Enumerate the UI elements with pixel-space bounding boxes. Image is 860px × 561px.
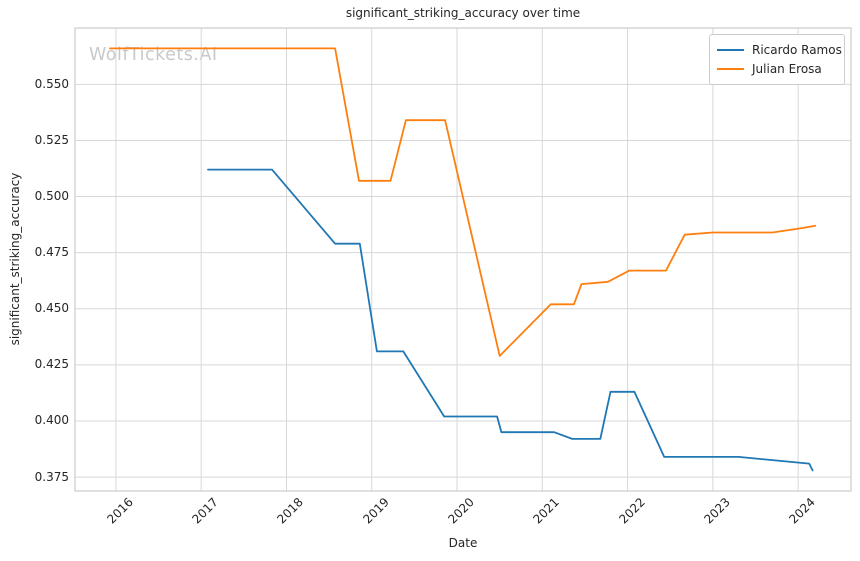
legend: Ricardo Ramos Julian Erosa [709, 34, 845, 85]
y-tick-label: 0.500 [34, 189, 69, 204]
y-axis-label: significant_striking_accuracy [8, 172, 22, 346]
legend-label: Julian Erosa [752, 61, 822, 76]
plot-border [74, 27, 852, 492]
legend-item-ricardo-ramos: Ricardo Ramos [710, 40, 844, 59]
y-tick-label: 0.550 [34, 76, 69, 91]
legend-label: Ricardo Ramos [752, 42, 842, 57]
y-tick-label: 0.425 [34, 357, 69, 372]
y-tick-label: 0.450 [34, 301, 69, 316]
y-tick-label: 0.375 [34, 469, 69, 484]
legend-line-swatch-orange [717, 67, 744, 70]
series-line-ricardo-ramos [207, 168, 814, 472]
y-tick-label: 0.475 [34, 245, 69, 260]
x-axis-label: Date [448, 536, 478, 550]
watermark: WolfTickets.AI [89, 45, 218, 65]
series-line-julian-erosa [109, 47, 817, 357]
chart-title: significant_striking_accuracy over time [345, 6, 581, 20]
legend-line-swatch-blue [717, 48, 744, 51]
legend-item-julian-erosa: Julian Erosa [710, 59, 844, 78]
y-tick-label: 0.525 [34, 132, 69, 147]
y-tick-label: 0.400 [34, 413, 69, 428]
